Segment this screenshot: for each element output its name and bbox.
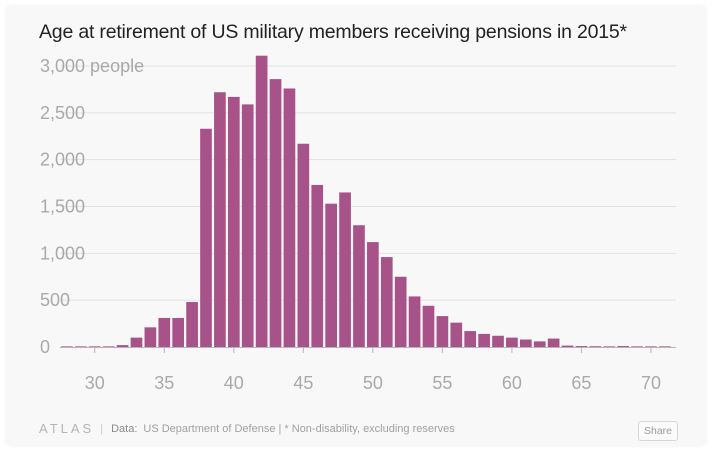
bar[interactable] [645,346,657,347]
y-tick-label: 2,500 [40,103,85,123]
atlas-logo[interactable]: ATLAS [39,421,95,436]
bar[interactable] [464,331,477,347]
tick-labels: 0 500 1,000 1,500 2,000 2,500 3,000 people 30 35… [40,56,661,393]
bar[interactable] [519,339,532,347]
bar[interactable] [130,337,143,347]
bar[interactable] [227,96,240,347]
bar[interactable] [561,345,574,347]
bar[interactable] [339,192,351,347]
x-tick-label: 60 [502,373,522,393]
bar[interactable] [408,296,421,347]
bar[interactable] [422,305,435,347]
y-tick-label: 1,000 [40,243,85,263]
bars [61,55,671,348]
bar[interactable] [186,302,198,347]
bar[interactable] [617,346,629,347]
x-tick-label: 70 [641,373,661,393]
bar[interactable] [297,143,310,347]
axes [60,347,676,353]
bar[interactable] [116,345,129,347]
x-tick-label: 50 [363,373,383,393]
x-tick-label: 65 [571,373,591,393]
bar[interactable] [88,346,101,347]
bar[interactable] [631,346,643,347]
share-button[interactable]: Share [638,421,678,441]
bar[interactable] [158,317,171,347]
y-tick-label: 2,000 [40,150,85,170]
bar[interactable] [241,104,254,348]
x-tick-label: 30 [85,373,105,393]
bar[interactable] [75,346,87,347]
bar[interactable] [394,276,407,347]
bar[interactable] [575,346,588,347]
x-tick-label: 40 [224,373,244,393]
bar[interactable] [61,346,73,347]
bar[interactable] [506,337,518,347]
bar[interactable] [367,242,379,347]
footer-separator: | [100,422,104,435]
data-source: US Department of Defense | * Non-disabil… [143,422,455,435]
chart-title: Age at retirement of US military members… [39,21,627,43]
bar[interactable] [255,55,268,347]
data-label: Data: [111,422,138,435]
bar[interactable] [436,316,449,347]
bar[interactable] [492,335,504,347]
bar[interactable] [547,338,560,347]
bar[interactable] [450,322,463,347]
bar[interactable] [214,92,226,347]
bar[interactable] [589,346,602,347]
bar[interactable] [172,317,185,347]
bar[interactable] [144,327,157,347]
bar[interactable] [533,341,546,347]
y-tick-label: 500 [40,290,70,310]
bar[interactable] [659,346,671,347]
bar[interactable] [200,128,212,347]
bar[interactable] [283,88,296,347]
bar[interactable] [102,346,115,347]
bar[interactable] [269,79,282,348]
bar[interactable] [380,257,393,347]
bar[interactable] [353,225,365,347]
bar[interactable] [311,184,324,347]
bar[interactable] [603,346,616,347]
chart-footer: ATLAS | Data: US Department of Defense |… [39,421,455,436]
x-tick-label: 45 [293,373,313,393]
y-tick-label: 0 [40,337,50,357]
x-tick-label: 35 [154,373,174,393]
bar[interactable] [478,333,490,347]
y-tick-label: 3,000 people [40,56,144,76]
x-tick-label: 55 [432,373,452,393]
y-tick-label: 1,500 [40,197,85,217]
bar[interactable] [325,203,337,347]
